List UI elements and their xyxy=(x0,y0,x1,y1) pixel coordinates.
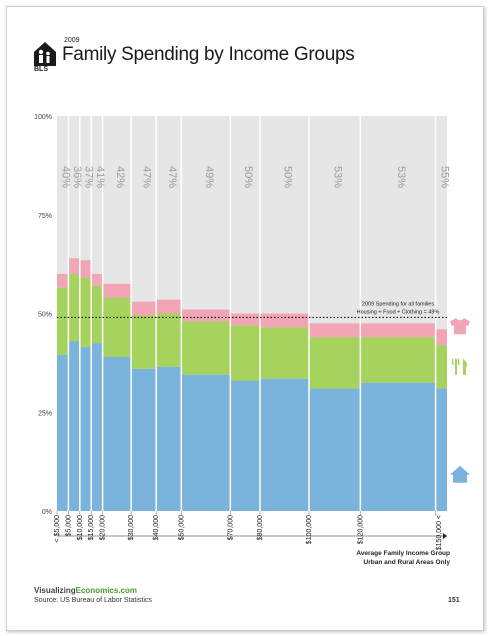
bar-segment-food-2 xyxy=(79,277,92,348)
top-percent-label-7: 49% xyxy=(203,166,215,188)
bar-segment-housing-6 xyxy=(156,366,182,511)
x-tick-label-7: $50,000 xyxy=(178,515,185,540)
bar-segment-clothing-12 xyxy=(435,329,447,346)
house-icon xyxy=(450,465,470,483)
x-axis-arrowhead xyxy=(443,533,447,539)
shirt-icon xyxy=(450,318,470,335)
x-tick-label-3: $15,000 xyxy=(88,515,95,540)
x-axis-label-line2: Urban and Rural Areas Only xyxy=(364,559,451,566)
bar-segment-housing-2 xyxy=(79,347,92,511)
top-percent-label-9: 50% xyxy=(282,166,294,188)
knife-shape xyxy=(463,358,467,375)
bar-segment-housing-10 xyxy=(309,388,361,511)
footer-brand-a: Visualizing xyxy=(34,586,76,595)
x-tick-label-11: $120,000 xyxy=(357,515,364,544)
y-tick-label-4: 100% xyxy=(34,114,52,121)
bar-segment-clothing-7 xyxy=(181,309,231,322)
top-percent-label-5: 47% xyxy=(141,166,153,188)
top-percent-label-3: 41% xyxy=(94,166,106,188)
bar-segment-housing-7 xyxy=(181,374,231,511)
bar-segment-food-7 xyxy=(181,321,231,375)
bar-segment-clothing-1 xyxy=(68,258,80,274)
footer-brand-b: Economics.com xyxy=(75,586,137,595)
top-percent-label-6: 47% xyxy=(166,166,178,188)
reference-label-line2: Housing + Food + Clothing = 49% xyxy=(357,309,440,315)
top-percent-label-1: 36% xyxy=(71,166,83,188)
logo-text: BLS xyxy=(34,66,48,73)
bar-segment-clothing-2 xyxy=(79,260,92,278)
bar-segment-housing-12 xyxy=(435,388,447,511)
top-percent-label-2: 37% xyxy=(83,166,95,188)
chart-title: Family Spending by Income Groups xyxy=(62,44,355,65)
fork-knife-icon xyxy=(452,358,467,375)
house-icon-shape xyxy=(450,465,470,483)
reference-label-line1: 2009 Spending for all families xyxy=(362,301,434,307)
x-tick-label-1: $5,000 xyxy=(65,515,72,537)
bar-segment-housing-4 xyxy=(102,356,132,511)
bar-segment-food-4 xyxy=(102,297,132,357)
bar-segment-housing-11 xyxy=(360,382,436,511)
x-tick-label-9: $80,000 xyxy=(257,515,264,540)
bar-segment-housing-9 xyxy=(259,378,310,511)
bar-segment-food-9 xyxy=(259,327,310,379)
bar-segment-food-11 xyxy=(360,337,436,383)
x-tick-label-12: $150,000 < xyxy=(436,515,443,550)
x-tick-label-4: $20,000 xyxy=(100,515,107,540)
page-number: 151 xyxy=(448,597,460,604)
x-tick-label-2: $10,000 xyxy=(77,515,84,540)
bar-segment-clothing-10 xyxy=(309,323,361,338)
bar-segment-clothing-3 xyxy=(91,274,103,286)
x-tick-label-6: $40,000 xyxy=(153,515,160,540)
bar-segment-housing-0 xyxy=(57,354,69,511)
bar-segment-housing-3 xyxy=(91,343,103,511)
x-tick-label-8: $70,000 xyxy=(227,515,234,540)
bar-segment-clothing-6 xyxy=(156,299,182,314)
chart-year: 2009 xyxy=(64,37,80,44)
bar-segment-food-0 xyxy=(57,287,69,355)
top-percent-label-11: 53% xyxy=(395,166,407,188)
fork-tine-2 xyxy=(458,358,460,365)
fork-tine-1 xyxy=(452,358,454,365)
bar-segment-clothing-11 xyxy=(360,323,436,338)
top-percent-label-12: 55% xyxy=(438,166,450,188)
top-percent-label-10: 53% xyxy=(332,166,344,188)
bar-segment-food-3 xyxy=(91,285,103,344)
x-tick-label-5: $30,000 xyxy=(128,515,135,540)
y-tick-label-0: 0% xyxy=(42,509,52,516)
shirt-icon-shape xyxy=(450,318,470,335)
bar-segment-food-6 xyxy=(156,313,182,367)
top-percent-label-0: 40% xyxy=(60,166,72,188)
bar-segment-clothing-5 xyxy=(131,301,157,316)
footer-brand: VisualizingEconomics.com xyxy=(34,586,137,595)
bar-segment-food-5 xyxy=(131,315,157,369)
bar-segment-clothing-4 xyxy=(102,283,132,298)
x-tick-label-0: < $5,000 xyxy=(54,515,61,543)
y-tick-label-3: 75% xyxy=(38,213,52,220)
bar-segment-food-12 xyxy=(435,345,447,389)
bar-segment-clothing-0 xyxy=(57,274,69,288)
footer-source: Source: US Bureau of Labor Statistics xyxy=(34,597,152,604)
bar-segment-food-10 xyxy=(309,337,361,389)
bar-segment-clothing-8 xyxy=(230,313,260,326)
y-tick-label-2: 50% xyxy=(38,312,52,319)
bar-segment-housing-8 xyxy=(230,380,260,511)
top-percent-label-4: 42% xyxy=(114,166,126,188)
bar-segment-food-8 xyxy=(230,325,260,381)
x-axis-label-line1: Average Family Income Group xyxy=(356,550,450,557)
x-tick-label-10: $100,000 xyxy=(306,515,313,544)
fork-handle xyxy=(455,358,457,375)
bar-segment-housing-5 xyxy=(131,368,157,511)
bar-segment-housing-1 xyxy=(68,341,80,511)
top-percent-label-8: 50% xyxy=(242,166,254,188)
bar-segment-clothing-9 xyxy=(259,313,310,328)
bar-segment-food-1 xyxy=(68,274,80,342)
y-tick-label-1: 25% xyxy=(38,410,52,417)
bls-logo-icon xyxy=(34,42,56,66)
